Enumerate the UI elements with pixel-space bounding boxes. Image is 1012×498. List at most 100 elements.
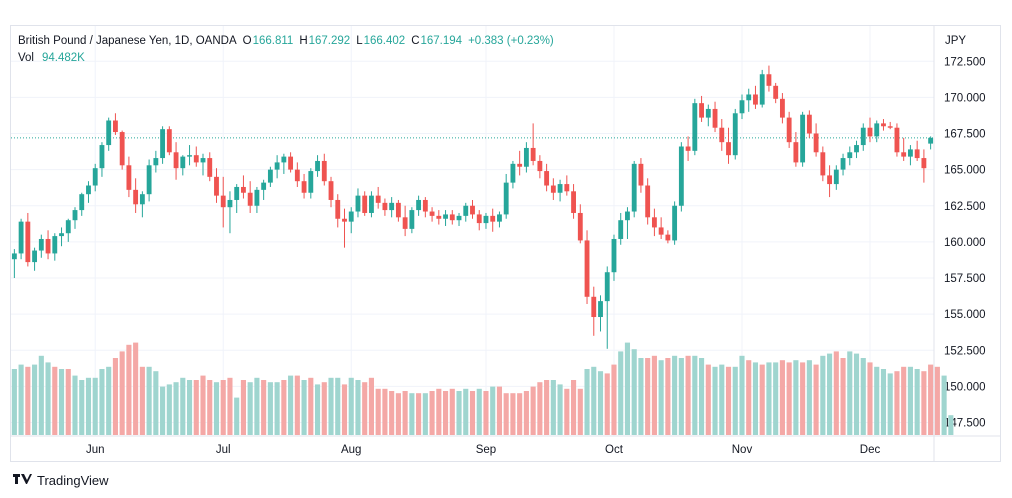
candle-body xyxy=(18,221,24,254)
candle-body xyxy=(106,120,112,146)
candle-body xyxy=(395,202,401,218)
candle-body xyxy=(739,100,745,114)
volume-bar xyxy=(604,373,610,435)
candle-body xyxy=(160,129,166,159)
candle-body xyxy=(692,103,698,151)
candle-body xyxy=(921,158,927,169)
volume-bar xyxy=(288,375,294,435)
volume-bar xyxy=(901,366,907,435)
volume-bar xyxy=(227,377,233,435)
volume-bar xyxy=(928,364,934,435)
volume-bar xyxy=(173,382,179,435)
volume-bar xyxy=(321,382,327,435)
candle-body xyxy=(126,165,132,190)
x-tick-label: Jun xyxy=(86,444,105,456)
symbol-title[interactable]: British Pound / Japanese Yen, 1D, OANDA xyxy=(18,35,237,47)
volume-bar xyxy=(422,393,428,435)
volume-bar xyxy=(840,358,846,435)
volume-bar xyxy=(948,415,954,435)
candle-body xyxy=(45,238,51,254)
candle-body xyxy=(254,189,260,206)
volume-bar xyxy=(746,360,752,435)
volume-bar xyxy=(517,393,523,435)
candle-body xyxy=(571,191,576,213)
volume-bar xyxy=(389,391,395,435)
candle-body xyxy=(598,301,603,318)
candle-body xyxy=(274,162,280,170)
volume-bar xyxy=(907,366,913,435)
open-label: O xyxy=(242,35,252,47)
candle-body xyxy=(214,176,219,196)
candle-body xyxy=(820,152,826,176)
volume-bar xyxy=(557,384,563,435)
volume-bar xyxy=(874,366,880,435)
volume-bar xyxy=(638,358,644,435)
candle-body xyxy=(79,194,85,211)
volume-bar xyxy=(591,366,597,435)
candle-body xyxy=(625,211,630,221)
candle-body xyxy=(99,145,105,169)
volume-label[interactable]: Vol xyxy=(18,52,34,64)
volume-bar xyxy=(732,366,738,435)
candle-body xyxy=(301,181,307,193)
candle-body xyxy=(180,156,186,169)
candle-body xyxy=(685,146,691,151)
candle-body xyxy=(65,220,71,234)
volume-bar xyxy=(402,391,408,435)
volume-bar xyxy=(537,382,543,435)
footer-attribution[interactable]: TradingView xyxy=(12,472,109,488)
volume-bar xyxy=(45,362,51,435)
x-tick-label: Jul xyxy=(216,444,231,456)
volume-bar xyxy=(247,382,253,435)
candle-body xyxy=(409,210,415,229)
volume-bar xyxy=(678,358,684,435)
brand-name: TradingView xyxy=(37,472,109,488)
candle-body xyxy=(530,147,536,161)
volume-bar xyxy=(335,377,341,435)
volume-bar xyxy=(786,362,792,435)
close-label: C xyxy=(411,35,420,47)
candle-body xyxy=(375,195,381,203)
volume-bar xyxy=(267,382,273,435)
volume-bar xyxy=(254,377,260,435)
volume-bar xyxy=(436,388,442,435)
volume-bar xyxy=(618,351,624,435)
volume-bar xyxy=(11,369,17,435)
volume-bar xyxy=(308,377,314,435)
volume-bar xyxy=(530,386,536,435)
candle-body xyxy=(503,182,509,215)
candle-body xyxy=(328,181,334,200)
volume-bar xyxy=(301,380,307,435)
candle-body xyxy=(220,195,226,208)
candle-body xyxy=(847,152,853,159)
candle-body xyxy=(227,199,233,208)
x-tick-label: Sep xyxy=(476,444,496,456)
candle-body xyxy=(321,160,327,182)
y-tick-label: 152.500 xyxy=(944,345,986,357)
candle-body xyxy=(753,94,758,105)
y-tick-label: 172.500 xyxy=(944,56,986,68)
volume-bar xyxy=(611,364,617,435)
candle-body xyxy=(234,186,240,200)
candle-body xyxy=(173,152,179,169)
y-tick-label: 160.000 xyxy=(944,237,986,249)
candle-body xyxy=(779,98,785,118)
volume-bar xyxy=(658,360,664,435)
candle-body xyxy=(517,163,523,167)
candle-body xyxy=(348,211,354,222)
candle-body xyxy=(422,199,428,212)
candle-body xyxy=(591,296,597,318)
volume-bar xyxy=(314,384,321,435)
volume-bar xyxy=(496,386,503,435)
high-label: H xyxy=(299,35,308,47)
volume-bar xyxy=(160,386,166,435)
candle-body xyxy=(887,126,893,128)
volume-bar xyxy=(281,380,287,435)
x-tick-label: Dec xyxy=(860,444,881,456)
volume-bar xyxy=(692,355,698,435)
volume-bar xyxy=(186,380,193,435)
volume-bar xyxy=(153,371,159,435)
candle-body xyxy=(133,189,139,205)
y-tick-label: 157.500 xyxy=(944,273,986,285)
